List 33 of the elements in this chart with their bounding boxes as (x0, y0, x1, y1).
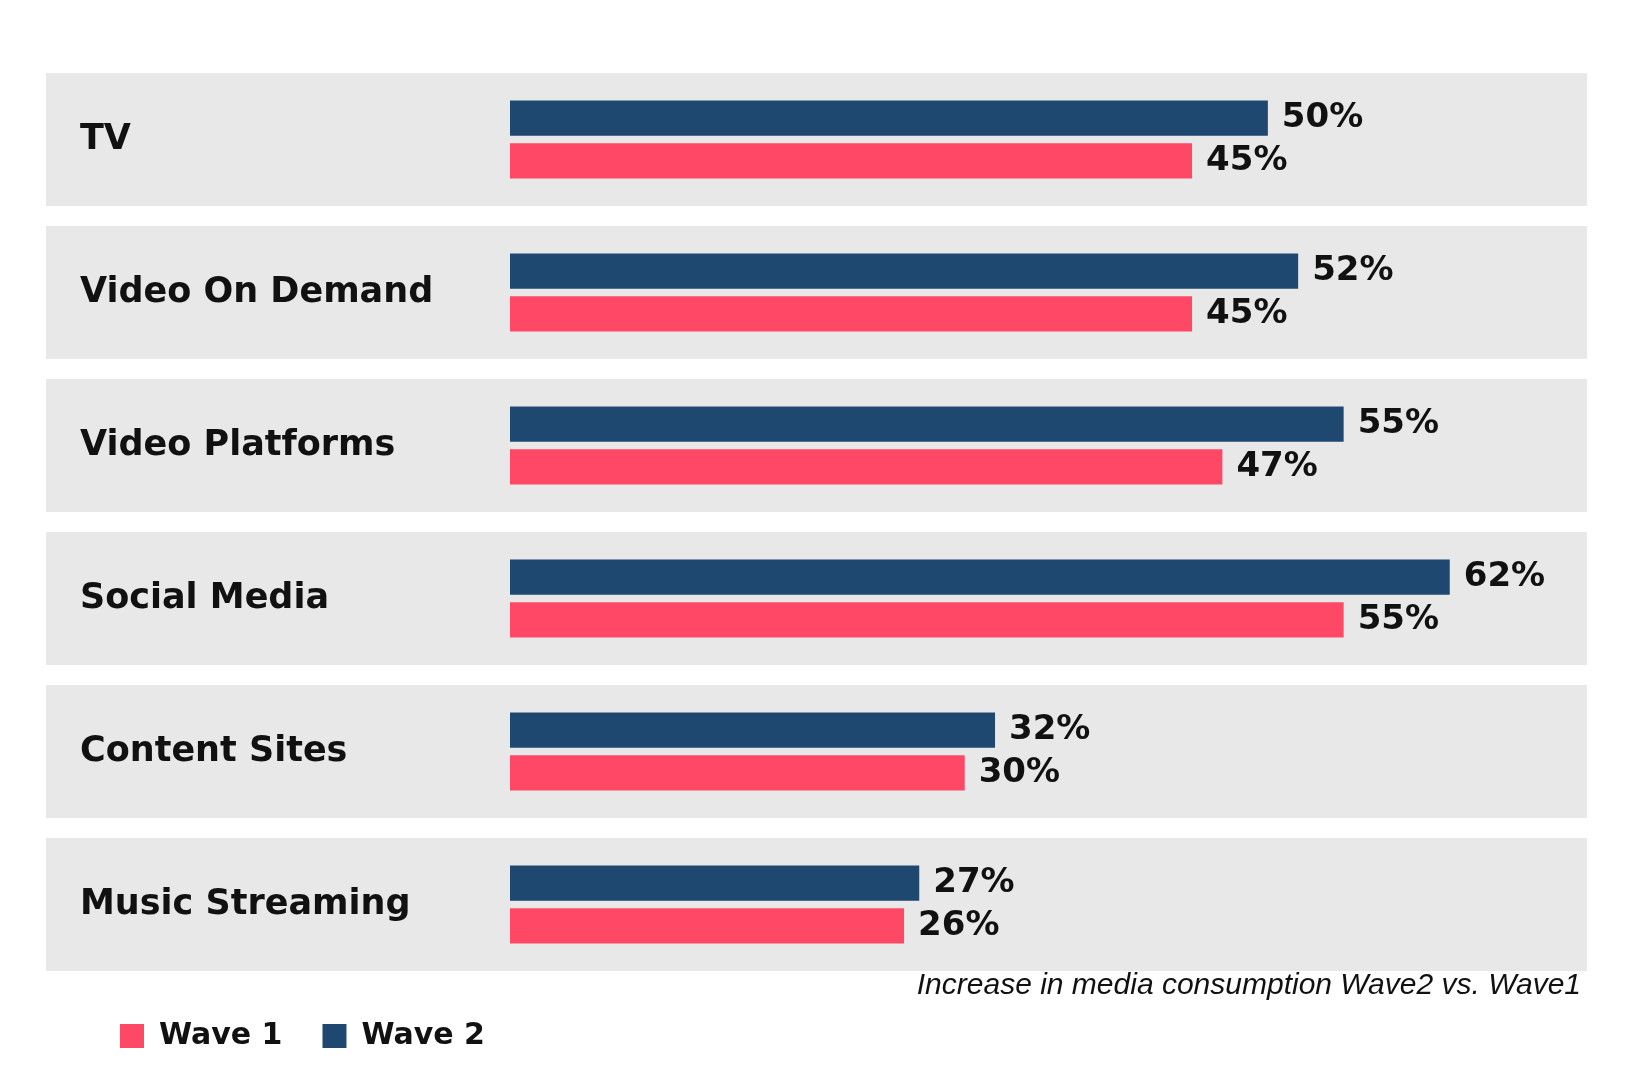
bar (510, 865, 920, 901)
bar (510, 253, 1299, 289)
bar (510, 100, 1268, 136)
legend-label: Wave 2 (361, 1015, 485, 1051)
bar (510, 143, 1193, 179)
bar (510, 712, 996, 748)
y-tick-label: Content Sites (80, 728, 348, 769)
bar (510, 559, 1450, 595)
y-tick-label: TV (80, 116, 131, 157)
y-tick-label: Video On Demand (80, 269, 434, 310)
data-label: 55% (1357, 596, 1440, 637)
data-label: 27% (933, 859, 1015, 900)
bar (510, 755, 965, 791)
data-label: 62% (1463, 553, 1546, 594)
y-tick-label: Social Media (80, 575, 330, 616)
legend-label: Wave 1 (159, 1015, 283, 1051)
data-label: 50% (1281, 94, 1364, 135)
data-label: 47% (1236, 443, 1318, 484)
bar (510, 908, 905, 944)
y-tick-label: Music Streaming (80, 881, 411, 922)
bar (510, 602, 1344, 638)
data-label: 55% (1357, 400, 1440, 441)
data-label: 45% (1206, 290, 1288, 331)
data-label: 32% (1009, 706, 1091, 747)
annotation: Increase in media consumption Wave2 vs. Wave1 (916, 967, 1581, 1001)
bar (510, 406, 1344, 442)
bar (510, 296, 1193, 332)
bar (510, 449, 1223, 485)
data-label: 52% (1312, 247, 1394, 288)
data-label: 26% (918, 902, 1000, 943)
y-tick-label: Video Platforms (80, 422, 396, 463)
data-label: 30% (978, 749, 1061, 790)
data-label: 45% (1206, 137, 1288, 178)
